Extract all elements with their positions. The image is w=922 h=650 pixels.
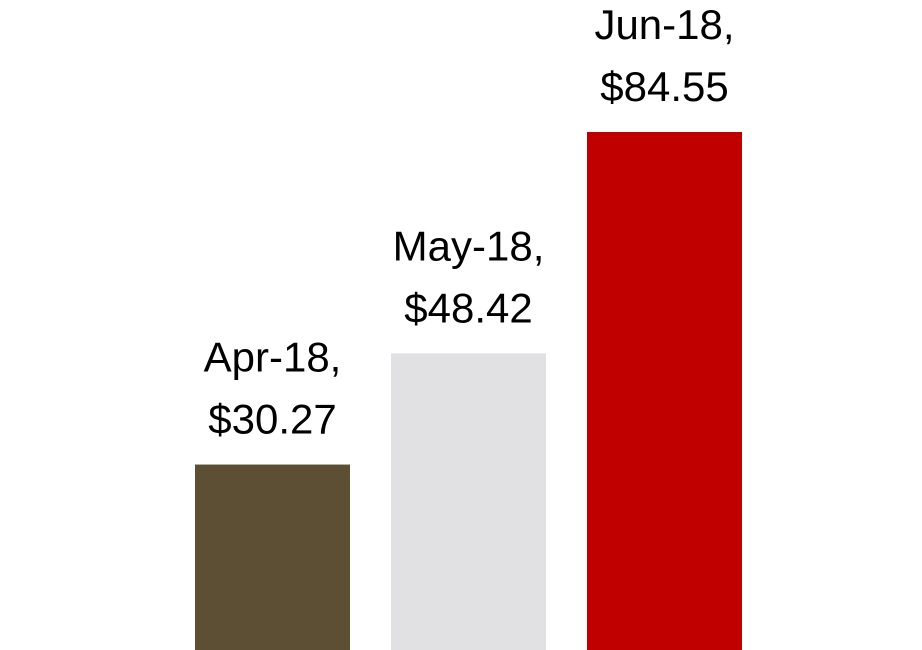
category-label: May-18, xyxy=(393,222,545,269)
value-label: $30.27 xyxy=(208,396,336,443)
value-label: $84.55 xyxy=(600,63,728,110)
bar xyxy=(587,132,742,650)
bar xyxy=(195,464,350,650)
bar xyxy=(391,353,546,650)
category-label: Apr-18, xyxy=(204,334,342,381)
category-label: Jun-18, xyxy=(594,1,734,48)
value-label: $48.42 xyxy=(404,284,532,331)
